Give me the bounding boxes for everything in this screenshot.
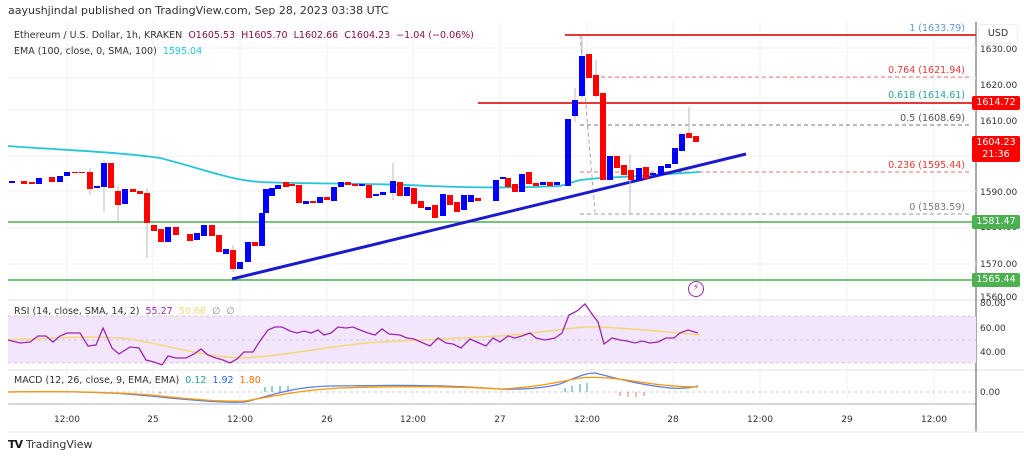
svg-text:12:00: 12:00: [921, 415, 947, 425]
svg-text:12:00: 12:00: [400, 415, 426, 425]
symbol-row: Ethereum / U.S. Dollar, 1h, KRAKEN O1605…: [14, 28, 474, 44]
current-price-tag: 1604.23 21:36: [972, 136, 1020, 162]
ema-line[interactable]: [7, 145, 701, 189]
macd-histogram-value: 0.12: [185, 375, 207, 386]
macd-value: 1.92: [212, 375, 234, 386]
symbol-name[interactable]: Ethereum / U.S. Dollar, 1h, KRAKEN: [14, 30, 183, 41]
support-low-price-tag: 1565.44: [972, 273, 1020, 287]
ema-label[interactable]: EMA (100, close, 0, SMA, 100): [14, 46, 157, 57]
svg-text:0.764 (1621.94): 0.764 (1621.94): [888, 65, 965, 76]
resistance-price-tag: 1614.72: [972, 96, 1020, 110]
macd-label[interactable]: MACD (12, 26, close, 9, EMA, EMA): [14, 375, 180, 386]
open-value: O1605.53: [188, 30, 236, 41]
tradingview-logo[interactable]: TV TradingView: [8, 438, 93, 451]
current-price: 1604.23: [976, 137, 1016, 148]
rsi-extra-2: ∅: [226, 306, 235, 317]
svg-text:25: 25: [147, 415, 158, 425]
rsi-legend: RSI (14, close, SMA, 14, 2) 55.27 50.66 …: [14, 306, 235, 317]
ema-value: 1595.04: [162, 46, 203, 57]
svg-text:0.618 (1614.61): 0.618 (1614.61): [888, 90, 965, 101]
bar-countdown: 21:36: [982, 149, 1010, 160]
main-legend: Ethereum / U.S. Dollar, 1h, KRAKEN O1605…: [14, 28, 474, 60]
macd-histogram-negative: [159, 392, 645, 397]
svg-text:1620.00: 1620.00: [980, 81, 1017, 91]
tradingview-logo-icon: TV: [8, 438, 23, 451]
rsi-label[interactable]: RSI (14, close, SMA, 14, 2): [14, 306, 140, 317]
brand-name: TradingView: [26, 438, 93, 451]
fibonacci-retracement[interactable]: [579, 34, 970, 215]
svg-text:1610.00: 1610.00: [980, 117, 1017, 127]
svg-text:28: 28: [667, 415, 679, 425]
svg-text:80.00: 80.00: [980, 299, 1006, 309]
svg-text:29: 29: [841, 415, 853, 425]
svg-text:1 (1633.79): 1 (1633.79): [909, 23, 965, 34]
svg-text:0.5 (1608.69): 0.5 (1608.69): [900, 113, 965, 124]
ascending-trendline[interactable]: [231, 152, 747, 281]
svg-text:1590.00: 1590.00: [980, 188, 1017, 198]
price-axis[interactable]: 1630.00 1620.00 1610.00 1600.00 1590.00 …: [980, 45, 1017, 303]
svg-text:0 (1583.59): 0 (1583.59): [909, 202, 965, 213]
svg-text:26: 26: [321, 415, 333, 425]
ema-row: EMA (100, close, 0, SMA, 100) 1595.04: [14, 44, 474, 60]
support-price-tag: 1581.47: [972, 215, 1020, 229]
macd-signal-line[interactable]: [7, 376, 699, 402]
svg-text:12:00: 12:00: [574, 415, 600, 425]
rsi-axis: 80.00 60.00 40.00: [980, 299, 1006, 358]
time-axis[interactable]: 12:00 25 12:00 26 12:00 27 12:00 28 12:0…: [54, 415, 947, 425]
rsi-sma-value: 50.66: [178, 306, 206, 317]
macd-signal-value: 1.80: [239, 375, 261, 386]
change-value: −1.04 (−0.06%): [396, 30, 474, 41]
svg-text:12:00: 12:00: [54, 415, 80, 425]
macd-axis-zero: 0.00: [980, 388, 1000, 398]
svg-text:60.00: 60.00: [980, 324, 1006, 334]
svg-text:0.236 (1595.44): 0.236 (1595.44): [888, 160, 965, 171]
svg-text:40.00: 40.00: [980, 348, 1006, 358]
lightning-event-icon[interactable]: ⚡: [688, 281, 704, 297]
macd-legend: MACD (12, 26, close, 9, EMA, EMA) 0.12 1…: [14, 375, 261, 386]
publisher-caption: aayushjindal published on TradingView.co…: [8, 4, 389, 17]
close-value: C1604.23: [344, 30, 391, 41]
rsi-line[interactable]: [7, 303, 699, 366]
rsi-value: 55.27: [145, 306, 173, 317]
svg-text:27: 27: [494, 415, 505, 425]
svg-text:1560.00: 1560.00: [980, 293, 1017, 303]
rsi-extra-1: ∅: [212, 306, 221, 317]
fib-labels: 1 (1633.79) 0.764 (1621.94) 0.618 (1614.…: [888, 23, 965, 213]
svg-text:12:00: 12:00: [227, 415, 253, 425]
svg-text:12:00: 12:00: [747, 415, 773, 425]
high-value: H1605.70: [241, 30, 288, 41]
svg-text:1570.00: 1570.00: [980, 260, 1017, 270]
svg-text:1630.00: 1630.00: [980, 45, 1017, 55]
candlesticks[interactable]: [9, 36, 699, 272]
currency-button[interactable]: USD: [978, 24, 1018, 44]
low-value: L1602.66: [293, 30, 339, 41]
